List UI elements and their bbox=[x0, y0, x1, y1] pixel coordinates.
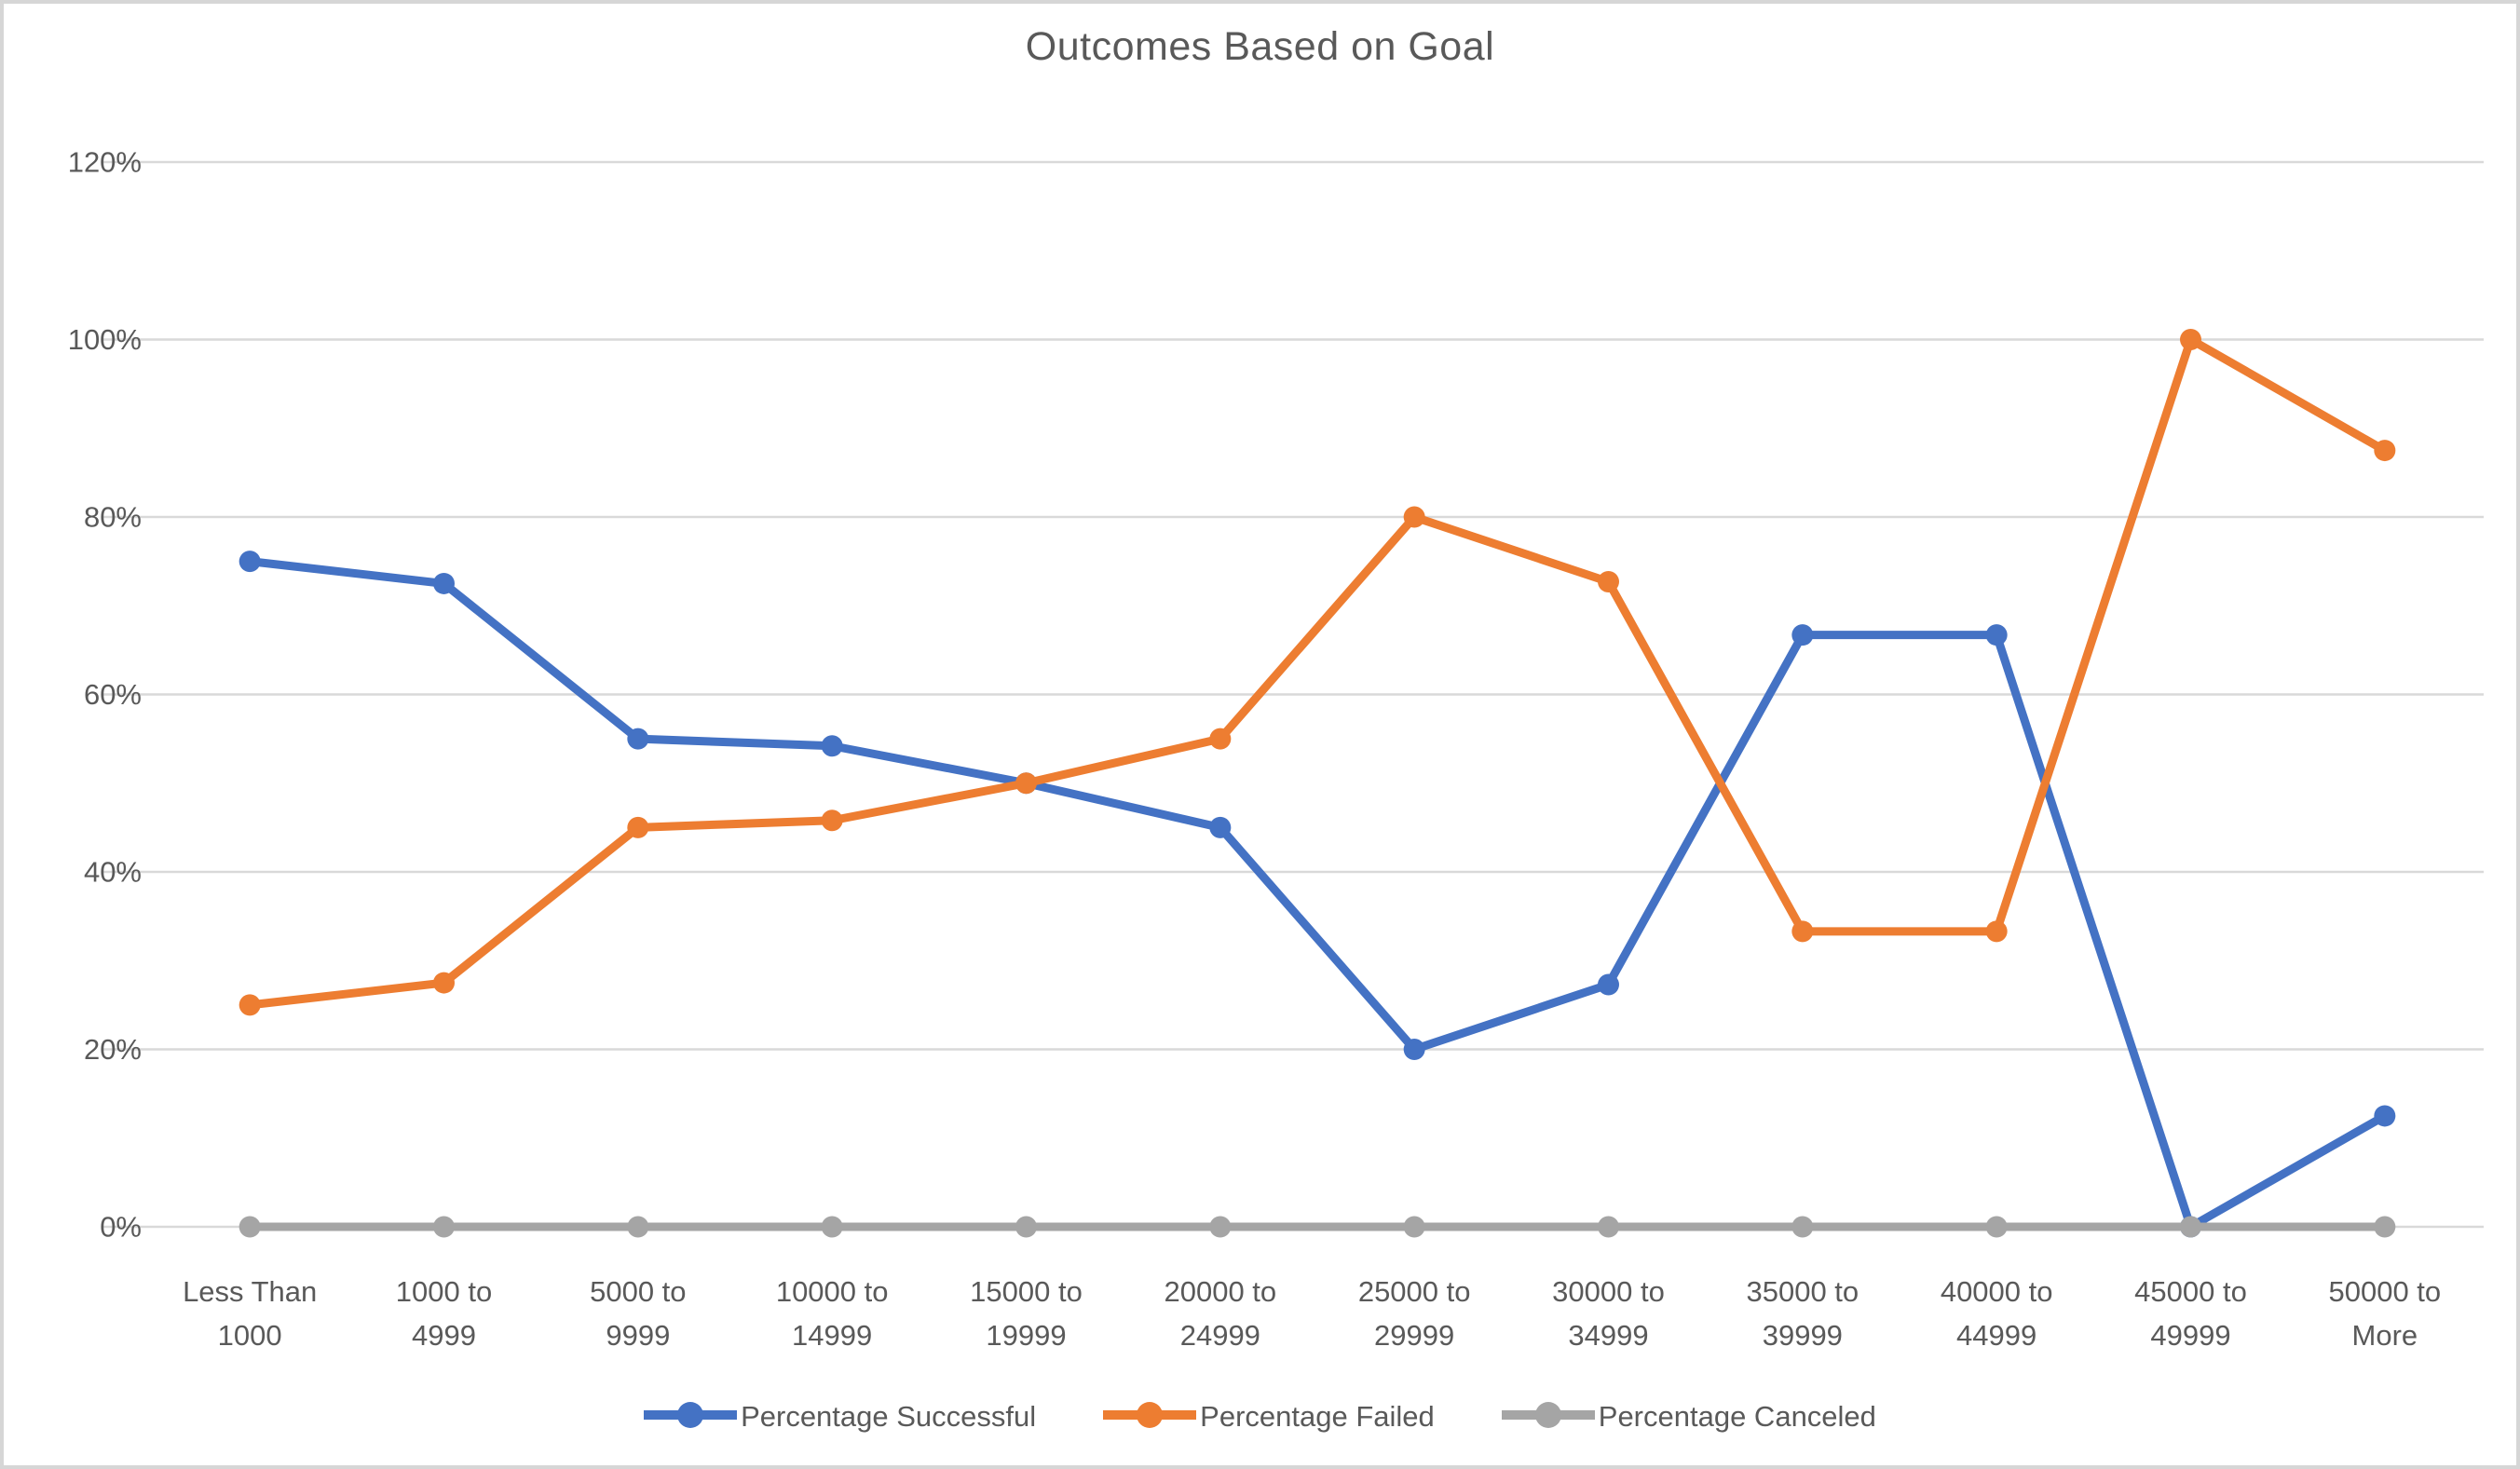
data-point-percentage-canceled bbox=[1209, 1216, 1232, 1238]
x-axis-category-label: 5000 to 9999 bbox=[590, 1275, 686, 1352]
series-line-percentage-failed bbox=[245, 335, 2390, 1010]
legend-marker-glyph bbox=[1103, 1401, 1197, 1428]
data-point-percentage-canceled bbox=[627, 1216, 649, 1238]
data-point-percentage-canceled bbox=[433, 1216, 455, 1238]
x-axis-category-label: 1000 to 4999 bbox=[396, 1275, 492, 1352]
legend-item-failed: Percentage Failed bbox=[1103, 1400, 1435, 1434]
data-point-percentage-successful bbox=[1985, 624, 2008, 646]
x-axis-category-label: 40000 to 44999 bbox=[1941, 1275, 2053, 1352]
legend-label-canceled: Percentage Canceled bbox=[1598, 1400, 1876, 1433]
legend-marker-glyph bbox=[644, 1401, 738, 1428]
y-axis-tick-label: 0% bbox=[100, 1211, 142, 1244]
y-axis-tick-label: 80% bbox=[84, 501, 142, 534]
data-point-percentage-canceled bbox=[1015, 1216, 1037, 1238]
chart-title: Outcomes Based on Goal bbox=[1025, 24, 1495, 69]
series-line-percentage-successful bbox=[245, 557, 2390, 1231]
data-point-percentage-failed bbox=[1985, 920, 2008, 943]
data-point-percentage-failed bbox=[238, 994, 261, 1016]
data-point-percentage-failed bbox=[627, 816, 649, 838]
data-point-percentage-canceled bbox=[821, 1216, 843, 1238]
data-point-percentage-successful bbox=[1403, 1039, 1425, 1060]
legend-marker-canceled bbox=[1501, 1401, 1595, 1434]
data-point-percentage-successful bbox=[1598, 973, 1619, 996]
data-point-percentage-successful bbox=[1209, 816, 1232, 838]
data-point-percentage-canceled bbox=[1598, 1216, 1619, 1238]
y-axis-tick-label: 40% bbox=[84, 856, 142, 889]
data-point-percentage-canceled bbox=[2180, 1216, 2201, 1238]
y-axis-tick-label: 20% bbox=[84, 1033, 142, 1066]
data-point-percentage-failed bbox=[1015, 772, 1037, 795]
legend-marker-successful bbox=[644, 1401, 738, 1434]
y-axis-tick-label: 60% bbox=[84, 678, 142, 711]
data-point-percentage-canceled bbox=[1791, 1216, 1814, 1238]
y-axis-tick-label: 100% bbox=[68, 323, 142, 356]
legend-marker-glyph bbox=[1501, 1401, 1595, 1428]
data-point-percentage-canceled bbox=[1403, 1216, 1425, 1238]
legend-marker-failed bbox=[1103, 1401, 1197, 1434]
data-point-percentage-successful bbox=[1791, 624, 1814, 646]
data-point-percentage-canceled bbox=[1985, 1216, 2008, 1238]
y-axis-tick-label: 120% bbox=[68, 146, 142, 179]
data-point-percentage-successful bbox=[433, 572, 455, 594]
data-point-percentage-failed bbox=[2374, 440, 2396, 462]
x-axis-category-label: 15000 to 19999 bbox=[970, 1275, 1083, 1352]
legend-label-successful: Percentage Successful bbox=[741, 1400, 1037, 1433]
legend: Percentage Successful Percentage Failed … bbox=[4, 1400, 2516, 1434]
x-axis-category-label: 25000 to 29999 bbox=[1358, 1275, 1471, 1352]
data-point-percentage-failed bbox=[821, 809, 843, 832]
data-point-percentage-failed bbox=[1403, 506, 1425, 528]
data-point-percentage-failed bbox=[1791, 920, 1814, 943]
x-axis-category-label: 45000 to 49999 bbox=[2134, 1275, 2247, 1352]
data-point-percentage-failed bbox=[1598, 571, 1619, 593]
x-axis-category-label: 50000 to More bbox=[2328, 1275, 2441, 1352]
data-point-percentage-canceled bbox=[2374, 1216, 2396, 1238]
x-axis-category-label: 10000 to 14999 bbox=[776, 1275, 889, 1352]
x-axis-category-label: 35000 to 39999 bbox=[1746, 1275, 1859, 1352]
data-point-percentage-canceled bbox=[238, 1216, 261, 1238]
data-point-percentage-successful bbox=[627, 728, 649, 750]
data-point-percentage-successful bbox=[238, 551, 261, 573]
legend-label-failed: Percentage Failed bbox=[1200, 1400, 1435, 1433]
data-point-percentage-failed bbox=[2180, 329, 2201, 350]
x-axis-category-label: 20000 to 24999 bbox=[1164, 1275, 1276, 1352]
data-point-percentage-successful bbox=[2374, 1105, 2396, 1127]
x-axis-category-label: 30000 to 34999 bbox=[1552, 1275, 1665, 1352]
data-point-percentage-failed bbox=[1209, 728, 1232, 750]
legend-item-successful: Percentage Successful bbox=[644, 1400, 1036, 1434]
x-axis-category-label: Less Than 1000 bbox=[183, 1275, 317, 1352]
data-point-percentage-failed bbox=[433, 972, 455, 994]
legend-item-canceled: Percentage Canceled bbox=[1501, 1400, 1876, 1434]
data-point-percentage-successful bbox=[821, 735, 843, 757]
plot-area: 0% 20% 40% 60% 80% 100% 120% Less Than 1000 1000 … bbox=[68, 146, 2484, 1352]
